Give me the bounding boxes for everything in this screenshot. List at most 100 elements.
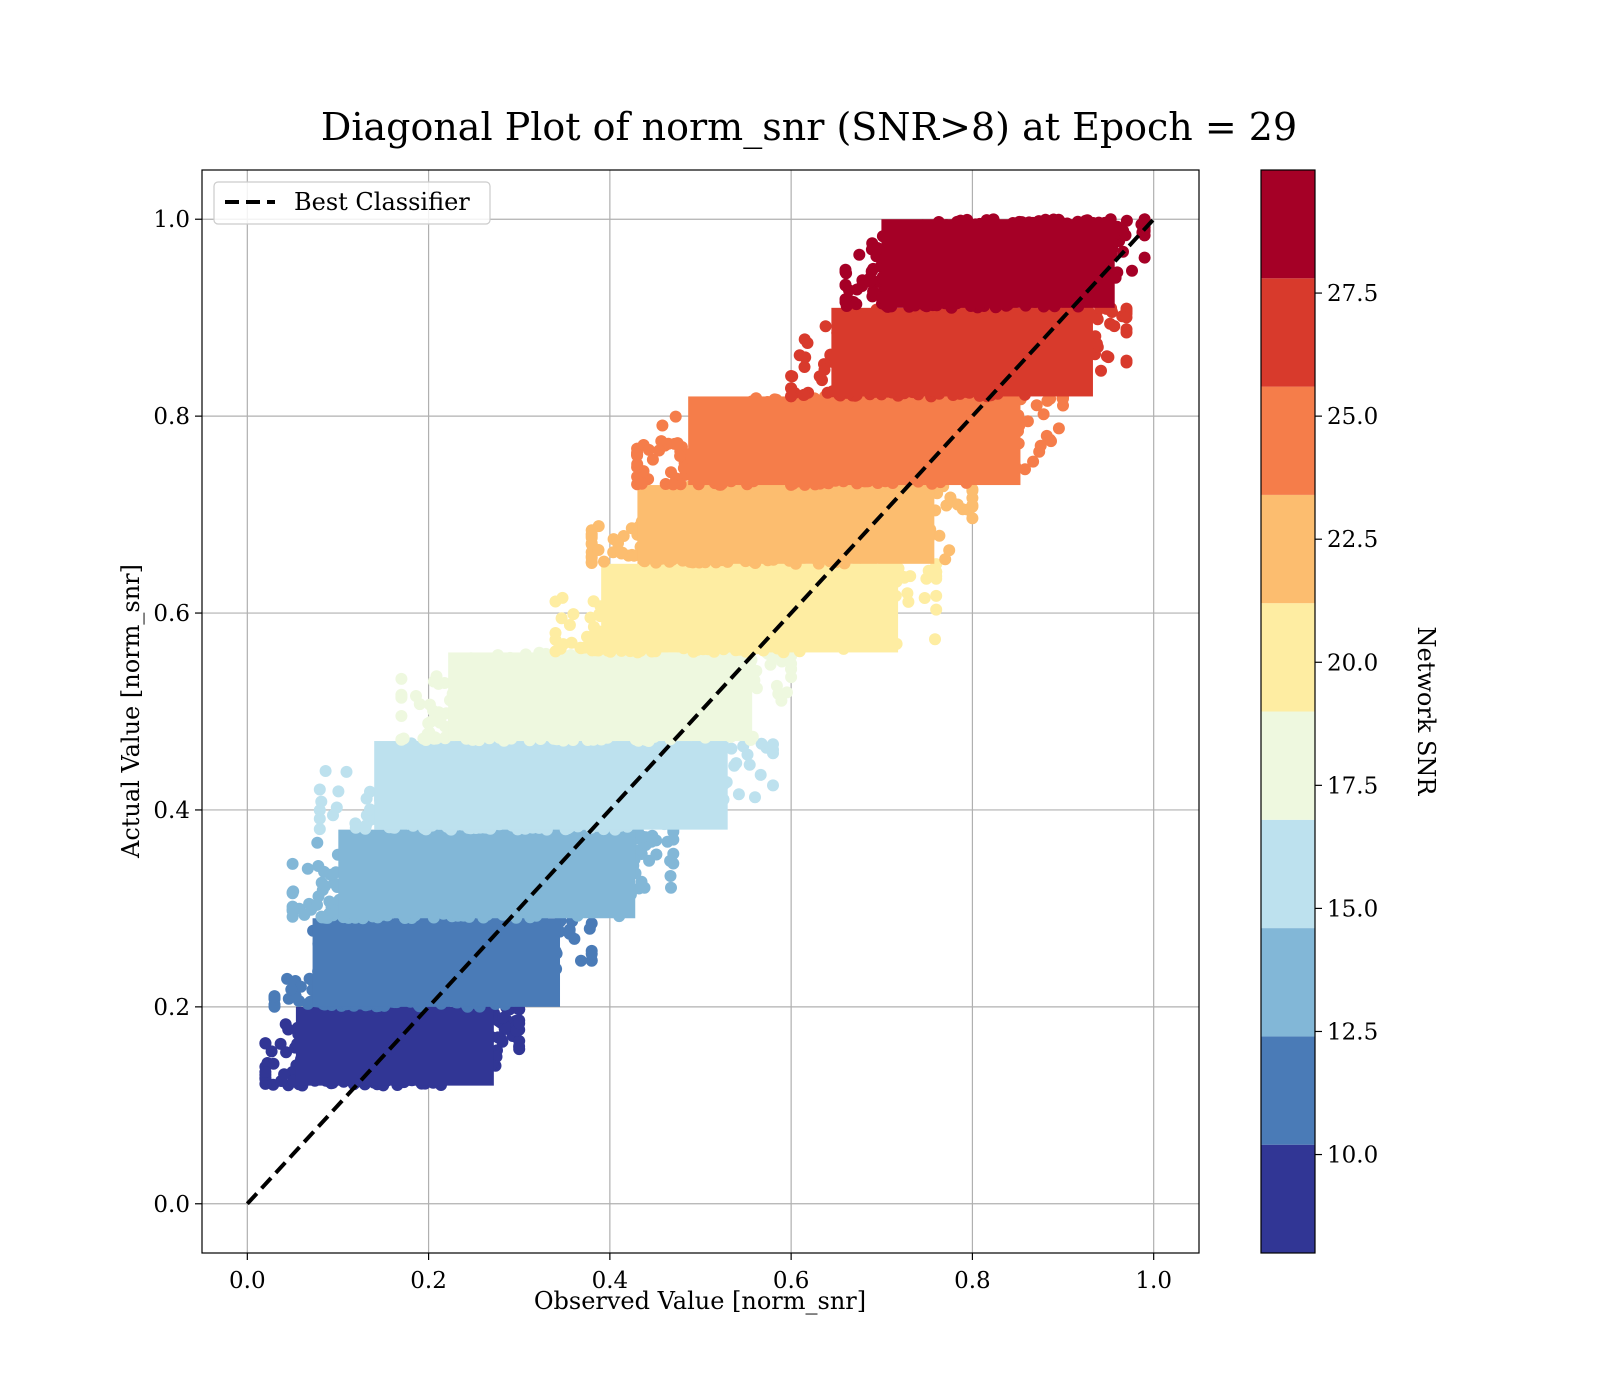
scatter-point: [438, 677, 451, 689]
scatter-point: [764, 658, 777, 671]
scatter-point: [665, 881, 677, 894]
scatter-point: [1045, 435, 1057, 448]
scatter-point: [767, 747, 779, 760]
scatter-point: [319, 765, 332, 777]
scatter-point: [661, 835, 674, 848]
scatter-point: [395, 710, 408, 722]
scatter-point: [635, 477, 648, 490]
scatter-point: [567, 608, 580, 621]
scatter-point: [315, 876, 328, 889]
scatter-point: [430, 670, 443, 683]
scatter-point: [563, 619, 576, 631]
scatter-point: [327, 809, 339, 822]
scatter-point: [281, 972, 294, 985]
scatter-point: [565, 636, 578, 649]
scatter-point: [592, 544, 605, 556]
scatter-point: [598, 555, 610, 568]
scatter-point: [664, 854, 677, 867]
scatter-point: [439, 720, 452, 733]
band-5-points: [549, 557, 943, 659]
scatter-point: [513, 1043, 526, 1056]
scatter-point: [549, 627, 562, 639]
scatter-point: [568, 932, 581, 945]
scatter-point: [732, 788, 745, 801]
scatter-point: [656, 419, 669, 432]
scatter-point: [585, 948, 598, 960]
scatter-point: [395, 690, 408, 703]
band-2-points: [286, 823, 680, 925]
scatter-point: [1027, 455, 1040, 468]
scatter-point: [259, 1037, 272, 1050]
scatter-point: [920, 572, 933, 585]
scatter-point: [286, 887, 299, 900]
band-4-core: [448, 652, 753, 742]
chart-title: Diagonal Plot of norm_snr (SNR>8) at Epo…: [321, 105, 1297, 150]
scatter-point: [772, 687, 785, 700]
scatter-point: [313, 783, 326, 796]
scatter-point: [650, 848, 663, 861]
scatter-point: [669, 410, 682, 423]
scatter-point: [313, 823, 326, 836]
scatter-point: [259, 1066, 272, 1078]
scatter-point: [767, 738, 779, 751]
scatter-points: [259, 213, 1151, 1092]
scatter-point: [754, 768, 767, 781]
scatter-point: [664, 870, 677, 882]
scatter-point: [743, 758, 756, 771]
scatter-point: [286, 900, 299, 913]
scatter-point: [1034, 439, 1047, 452]
scatter-point: [556, 591, 569, 604]
scatter-point: [749, 791, 761, 804]
scatter-point: [313, 812, 326, 825]
scatter-point: [513, 1017, 526, 1030]
scatter-point: [930, 572, 943, 585]
scatter-point: [918, 592, 931, 604]
scatter-point: [282, 1023, 295, 1036]
scatter-point: [929, 633, 941, 646]
scatter-point: [943, 544, 956, 557]
scatter-point: [966, 499, 979, 512]
band-5-core: [601, 563, 899, 653]
scatter-point: [930, 589, 943, 602]
scatter-point: [311, 898, 323, 911]
scatter-point: [294, 980, 307, 993]
scatter-point: [315, 795, 328, 808]
scatter-point: [951, 498, 964, 511]
band-6-points: [585, 479, 979, 570]
scatter-point: [397, 732, 410, 745]
scatter-point: [615, 547, 628, 560]
scatter-point: [574, 641, 587, 654]
scatter-point: [584, 611, 597, 624]
scatter-point: [930, 603, 943, 616]
scatter-point: [360, 792, 373, 805]
scatter-point: [497, 1011, 509, 1024]
scatter-point: [728, 759, 741, 772]
scatter-point: [423, 698, 436, 711]
band-4-points: [395, 646, 798, 747]
scatter-point: [422, 717, 435, 730]
scatter-point: [575, 954, 587, 967]
scatter-point: [324, 868, 337, 881]
scatter-point: [725, 742, 738, 755]
scatter-point: [286, 857, 299, 870]
scatter-point: [904, 570, 917, 583]
scatter-point: [496, 1035, 509, 1048]
scatter-point: [585, 529, 598, 542]
scatter-point: [755, 737, 768, 750]
scatter-point: [413, 698, 426, 711]
scatter-point: [586, 636, 598, 649]
scatter-point: [301, 997, 314, 1010]
scatter-point: [265, 1045, 278, 1058]
scatter-point: [901, 587, 914, 600]
scatter-point: [316, 911, 328, 924]
scatter-point: [340, 765, 353, 778]
band-1-points: [268, 912, 598, 1013]
scatter-point: [637, 830, 649, 843]
band-3-points: [313, 735, 779, 836]
scatter-point: [268, 998, 281, 1011]
scatter-point: [301, 862, 314, 875]
scatter-point: [332, 785, 345, 798]
scatter-point: [1052, 422, 1065, 435]
scatter-point: [364, 803, 376, 816]
